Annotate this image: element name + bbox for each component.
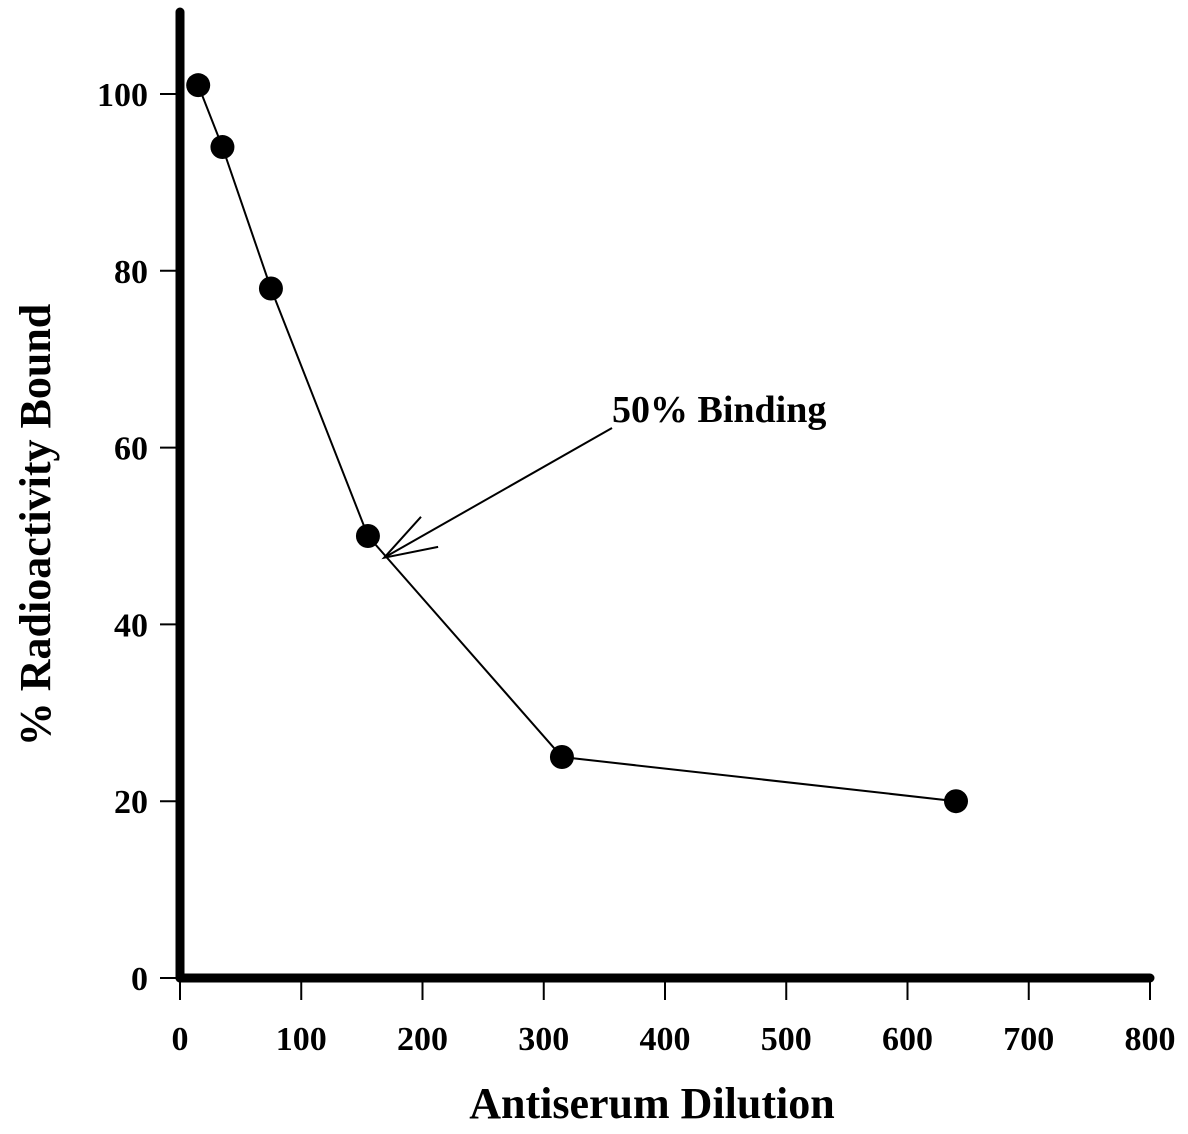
- data-point: [210, 135, 235, 160]
- annotation-label: 50% Binding: [612, 389, 826, 431]
- data-point: [186, 73, 211, 98]
- axes: 0 100 200 300 400 500 600 700 800 0 20 40 60 80 100: [97, 7, 1176, 1058]
- x-tick-label: 100: [276, 1021, 327, 1058]
- series-layer: [186, 73, 968, 814]
- annotation-arrow-shaft: [383, 427, 613, 559]
- x-tick-label: 300: [518, 1021, 569, 1058]
- y-tick-label: 100: [97, 77, 148, 114]
- x-tick-label: 500: [761, 1021, 812, 1058]
- x-tick-label: 800: [1125, 1021, 1176, 1058]
- annotation-layer: 50% Binding: [381, 389, 826, 560]
- x-tick-label: 600: [882, 1021, 933, 1058]
- x-axis-title: Antiserum Dilution: [469, 1079, 834, 1128]
- x-tick-label: 700: [1003, 1021, 1054, 1058]
- data-point: [355, 524, 380, 548]
- y-tick-label: 40: [114, 607, 148, 644]
- y-tick-label: 80: [114, 254, 148, 291]
- data-point: [258, 276, 283, 301]
- x-tick-label: 400: [640, 1021, 691, 1058]
- y-axis-title: % Radioactivity Bound: [11, 304, 60, 747]
- x-tick-label: 200: [397, 1021, 448, 1058]
- x-tick-label: 0: [172, 1021, 189, 1058]
- y-tick-label: 0: [131, 961, 148, 998]
- annotation-arrow-head: [381, 516, 439, 560]
- y-tick-label: 20: [114, 784, 148, 821]
- y-tick-label: 60: [114, 431, 148, 468]
- series-line: [197, 84, 957, 803]
- data-point: [549, 745, 574, 769]
- data-point: [944, 789, 968, 814]
